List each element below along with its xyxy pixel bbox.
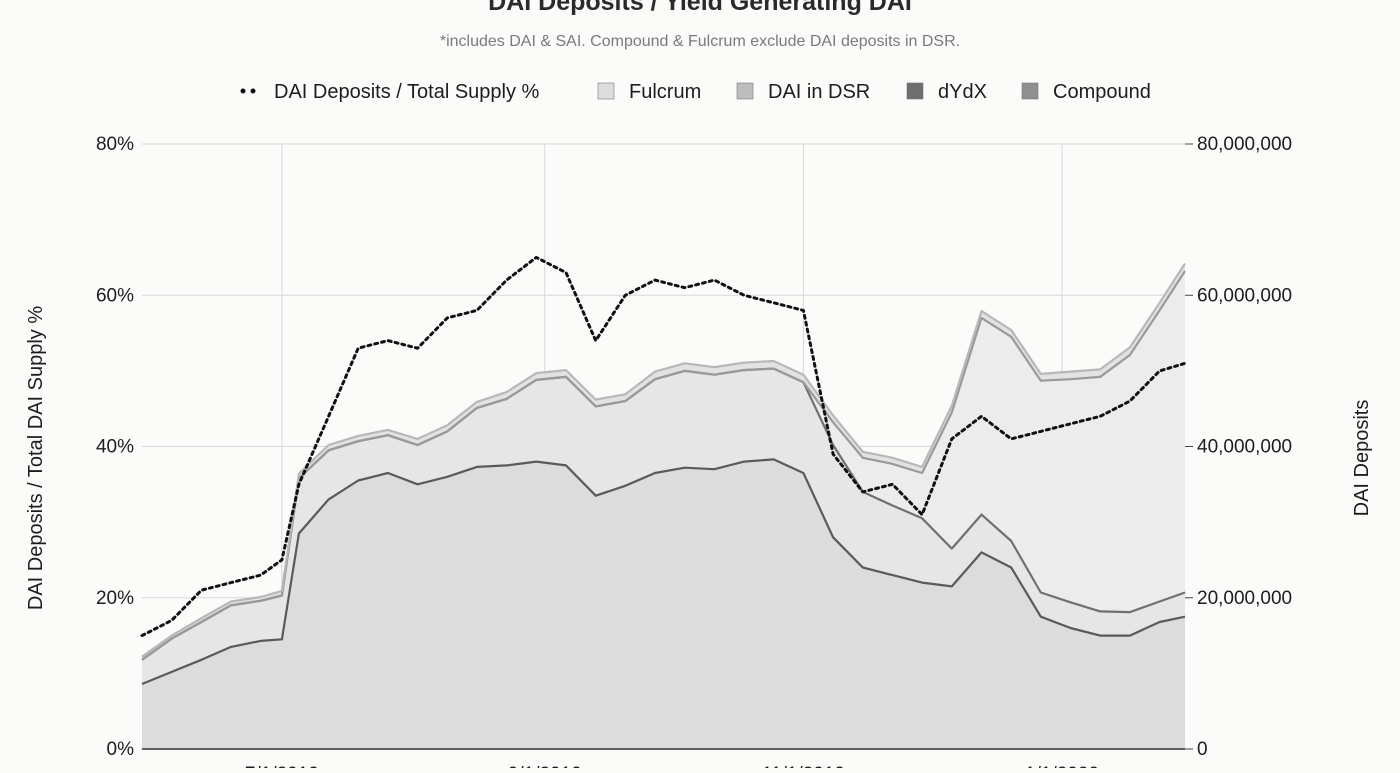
x-tick-label: 9/1/2019: [508, 764, 582, 768]
chart-subtitle: *includes DAI & SAI. Compound & Fulcrum …: [440, 33, 960, 50]
x-tick-label: 7/1/2019: [245, 764, 319, 768]
y-axis-right-label: DAI Deposits: [1351, 400, 1373, 517]
edge-compound: [141, 458, 1186, 686]
y-tick-left-label: 20%: [96, 588, 134, 609]
y-tick-left-label: 60%: [96, 285, 134, 306]
legend-label-compound: Compound: [1053, 81, 1151, 103]
stacked-areas: [142, 263, 1185, 749]
chart-title: DAI Deposits / Yield Generating DAI: [488, 0, 912, 16]
y-axis-left-label: DAI Deposits / Total DAI Supply %: [25, 306, 47, 610]
y-tick-right-label: 60,000,000: [1197, 285, 1292, 306]
y-tick-right-label: 80,000,000: [1197, 134, 1292, 155]
edge-fulcrum: [141, 262, 1186, 658]
legend-label-dai-deposits-total-supply: DAI Deposits / Total Supply %: [274, 81, 540, 103]
legend-swatch-fulcrum: [597, 82, 615, 100]
legend-marker-dai-deposits-total-supply: [250, 88, 256, 94]
legend: DAI Deposits / Total Supply % Fulcrum DAI …: [240, 81, 1151, 103]
legend-label-dai-in-dsr: DAI in DSR: [768, 81, 870, 103]
series-lines: [140, 255, 1187, 686]
y-tick-right-label: 0: [1197, 739, 1208, 760]
legend-swatch-dai-in-dsr: [736, 82, 754, 100]
legend-swatch-compound: [1021, 82, 1039, 100]
y-tick-right-label: 20,000,000: [1197, 588, 1292, 609]
area-compound: [142, 459, 1185, 749]
legend-label-dydx: dYdX: [938, 81, 987, 103]
y-tick-left-label: 0%: [107, 739, 135, 760]
x-tick-label: 1/1/2020: [1025, 764, 1099, 768]
y-tick-right-label: 40,000,000: [1197, 437, 1292, 458]
y-tick-left-label: 40%: [96, 437, 134, 458]
legend-label-fulcrum: Fulcrum: [629, 81, 701, 103]
area-dai-in-dsr: [142, 271, 1185, 660]
legend-swatch-dydx: [906, 82, 924, 100]
line-deposits-total-supply-pct: [140, 255, 1187, 638]
area-dydx: [142, 368, 1185, 684]
x-tick-label: 11/1/2019: [762, 764, 845, 768]
y-tick-left-label: 80%: [96, 134, 134, 155]
legend-marker-dai-deposits-total-supply: [240, 88, 246, 94]
